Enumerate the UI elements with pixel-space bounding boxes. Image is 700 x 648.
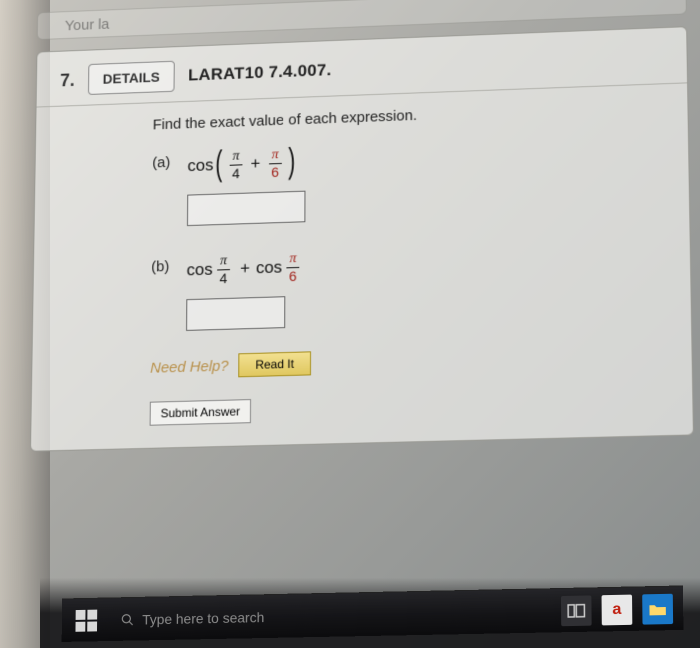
plus-op-b: + bbox=[240, 259, 250, 279]
details-button[interactable]: DETAILS bbox=[88, 61, 175, 95]
task-view-button[interactable] bbox=[561, 595, 592, 626]
a-label: a bbox=[612, 600, 621, 618]
app-tile-folder[interactable] bbox=[642, 593, 673, 624]
question-number: 7. bbox=[60, 70, 75, 91]
read-it-button[interactable]: Read It bbox=[238, 351, 310, 377]
plus-op: + bbox=[251, 154, 261, 174]
fraction-pi-4: π 4 bbox=[229, 148, 243, 181]
taskbar-right: a bbox=[561, 593, 673, 625]
taskbar-search[interactable]: Type here to search bbox=[113, 603, 549, 628]
fraction-pi-4-b: π 4 bbox=[217, 253, 231, 286]
assignment-id: LARAT10 7.4.007. bbox=[188, 61, 331, 86]
right-paren: ) bbox=[288, 140, 295, 181]
folder-icon bbox=[648, 601, 667, 615]
expression-a: cos ( π 4 + π 6 ) bbox=[187, 129, 648, 186]
part-a: (a) cos ( π 4 + π 6 ) bbox=[152, 129, 649, 227]
fraction-pi-6-b: π 6 bbox=[286, 251, 300, 284]
search-placeholder: Type here to search bbox=[142, 609, 264, 627]
question-panel: 7. DETAILS LARAT10 7.4.007. Find the exa… bbox=[30, 26, 694, 452]
answer-input-a[interactable] bbox=[187, 191, 305, 226]
screen-area: Your la 7. DETAILS LARAT10 7.4.007. Find… bbox=[27, 0, 696, 614]
start-button[interactable] bbox=[72, 605, 102, 635]
expression-b: cos π 4 + cos π 6 bbox=[186, 235, 649, 291]
help-row: Need Help? Read It bbox=[150, 342, 651, 380]
cutoff-text: Your la bbox=[65, 16, 110, 34]
func-cos-1: cos bbox=[187, 260, 213, 281]
answer-input-b[interactable] bbox=[186, 296, 285, 331]
left-paren: ( bbox=[216, 143, 223, 184]
app-tile-a[interactable]: a bbox=[602, 594, 633, 625]
instruction-text: Find the exact value of each expression. bbox=[153, 99, 647, 134]
part-b-label: (b) bbox=[151, 258, 169, 275]
fraction-pi-6: π 6 bbox=[268, 147, 282, 180]
part-b: (b) cos π 4 + cos π 6 bbox=[151, 235, 650, 332]
need-help-label: Need Help? bbox=[150, 357, 229, 376]
task-view-icon bbox=[567, 603, 585, 617]
search-icon bbox=[121, 612, 135, 626]
func-cos-2: cos bbox=[256, 258, 282, 279]
windows-logo-icon bbox=[75, 609, 97, 631]
func-cos: cos bbox=[187, 156, 213, 176]
submit-answer-button[interactable]: Submit Answer bbox=[150, 399, 251, 426]
part-a-label: (a) bbox=[152, 154, 170, 171]
question-body: Find the exact value of each expression.… bbox=[31, 83, 693, 450]
